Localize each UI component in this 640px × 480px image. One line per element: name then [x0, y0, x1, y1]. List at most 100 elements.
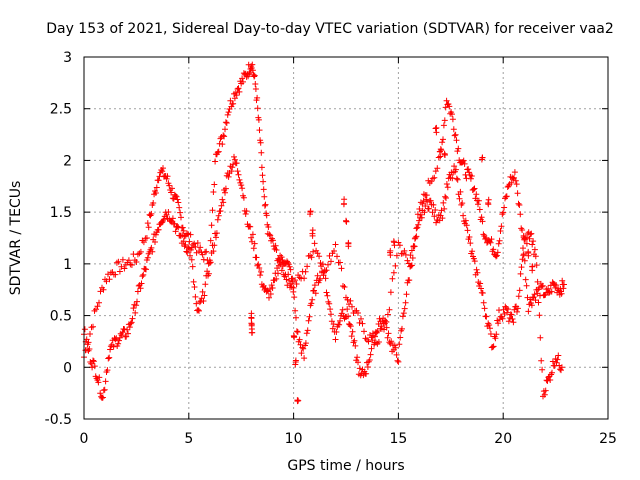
y-tick-label: 3	[63, 50, 72, 66]
data-point	[175, 224, 182, 231]
data-point	[356, 319, 363, 326]
y-tick-label: -0.5	[45, 412, 72, 428]
data-point	[249, 231, 256, 238]
data-point	[251, 240, 258, 247]
data-point	[200, 298, 207, 304]
data-point	[393, 351, 400, 358]
data-point	[418, 214, 425, 221]
data-point	[354, 354, 361, 361]
data-point	[302, 340, 309, 347]
data-point	[150, 200, 157, 206]
data-point	[273, 247, 280, 253]
data-point	[467, 175, 474, 182]
data-point	[554, 356, 561, 363]
data-point	[137, 285, 144, 292]
data-point	[254, 94, 261, 101]
series-2	[81, 153, 565, 401]
data-point	[355, 310, 361, 316]
data-point	[155, 177, 162, 184]
data-point	[417, 211, 424, 218]
data-point	[503, 193, 510, 200]
data-point	[291, 294, 298, 301]
data-point	[483, 313, 490, 320]
data-point	[272, 242, 279, 249]
data-point	[386, 306, 393, 313]
data-point	[137, 248, 144, 255]
data-point	[493, 331, 500, 338]
data-point	[340, 201, 347, 208]
data-point	[256, 127, 263, 134]
data-point	[258, 164, 265, 171]
data-point	[251, 72, 258, 79]
data-point	[207, 259, 214, 266]
data-point	[471, 185, 478, 192]
data-point	[516, 202, 523, 208]
data-point	[228, 168, 235, 175]
data-point	[211, 181, 218, 188]
data-point	[174, 196, 181, 203]
data-point	[421, 209, 428, 216]
data-point	[285, 271, 292, 278]
data-point	[305, 317, 312, 324]
data-point	[487, 331, 494, 337]
data-point	[332, 336, 339, 343]
data-point	[417, 199, 424, 206]
data-point	[365, 338, 372, 345]
data-point	[144, 220, 151, 227]
data-point	[397, 334, 404, 341]
data-point	[304, 263, 311, 270]
data-point	[261, 193, 268, 200]
data-point	[488, 236, 495, 243]
data-point	[129, 315, 136, 322]
data-point	[113, 259, 120, 266]
data-point	[538, 283, 545, 290]
data-point	[100, 387, 107, 394]
data-point	[456, 195, 463, 202]
data-point	[446, 103, 453, 110]
data-point	[332, 241, 339, 248]
data-point	[178, 214, 184, 221]
data-point	[296, 336, 303, 343]
data-point	[311, 282, 318, 289]
data-point	[187, 252, 193, 259]
data-point	[144, 254, 151, 261]
data-point	[140, 271, 147, 278]
data-point	[501, 311, 508, 317]
data-point	[168, 189, 175, 196]
data-point	[180, 238, 187, 245]
data-point	[337, 259, 343, 266]
data-point	[260, 178, 267, 185]
data-point	[169, 215, 176, 222]
y-tick-label: 0.5	[50, 309, 72, 325]
axis-ticks: 0 5 10 15 20 25 -0.5 0 0.5 1 1.5 2 2.5 3	[45, 50, 617, 447]
data-point	[197, 244, 204, 251]
data-point	[396, 341, 403, 348]
data-point	[339, 306, 346, 313]
data-point	[375, 339, 382, 345]
data-point	[529, 241, 536, 248]
data-point	[414, 224, 421, 231]
data-point	[457, 188, 464, 195]
data-point	[464, 227, 471, 234]
data-point	[222, 189, 228, 196]
data-point	[443, 181, 450, 187]
data-point	[86, 346, 93, 352]
data-point	[455, 145, 462, 152]
data-point	[475, 197, 482, 204]
data-point	[96, 374, 103, 381]
data-point	[358, 315, 364, 322]
data-point	[340, 283, 346, 289]
data-point	[361, 328, 367, 335]
data-point	[401, 305, 408, 312]
data-point	[172, 192, 179, 199]
data-point	[402, 299, 409, 306]
x-tick-label: 15	[389, 431, 407, 447]
data-point	[453, 137, 460, 144]
data-point	[528, 230, 535, 237]
data-point	[102, 378, 109, 385]
data-point	[260, 186, 267, 193]
data-point	[525, 250, 532, 256]
data-point	[478, 285, 484, 292]
data-point	[97, 390, 104, 397]
data-point	[371, 341, 378, 348]
